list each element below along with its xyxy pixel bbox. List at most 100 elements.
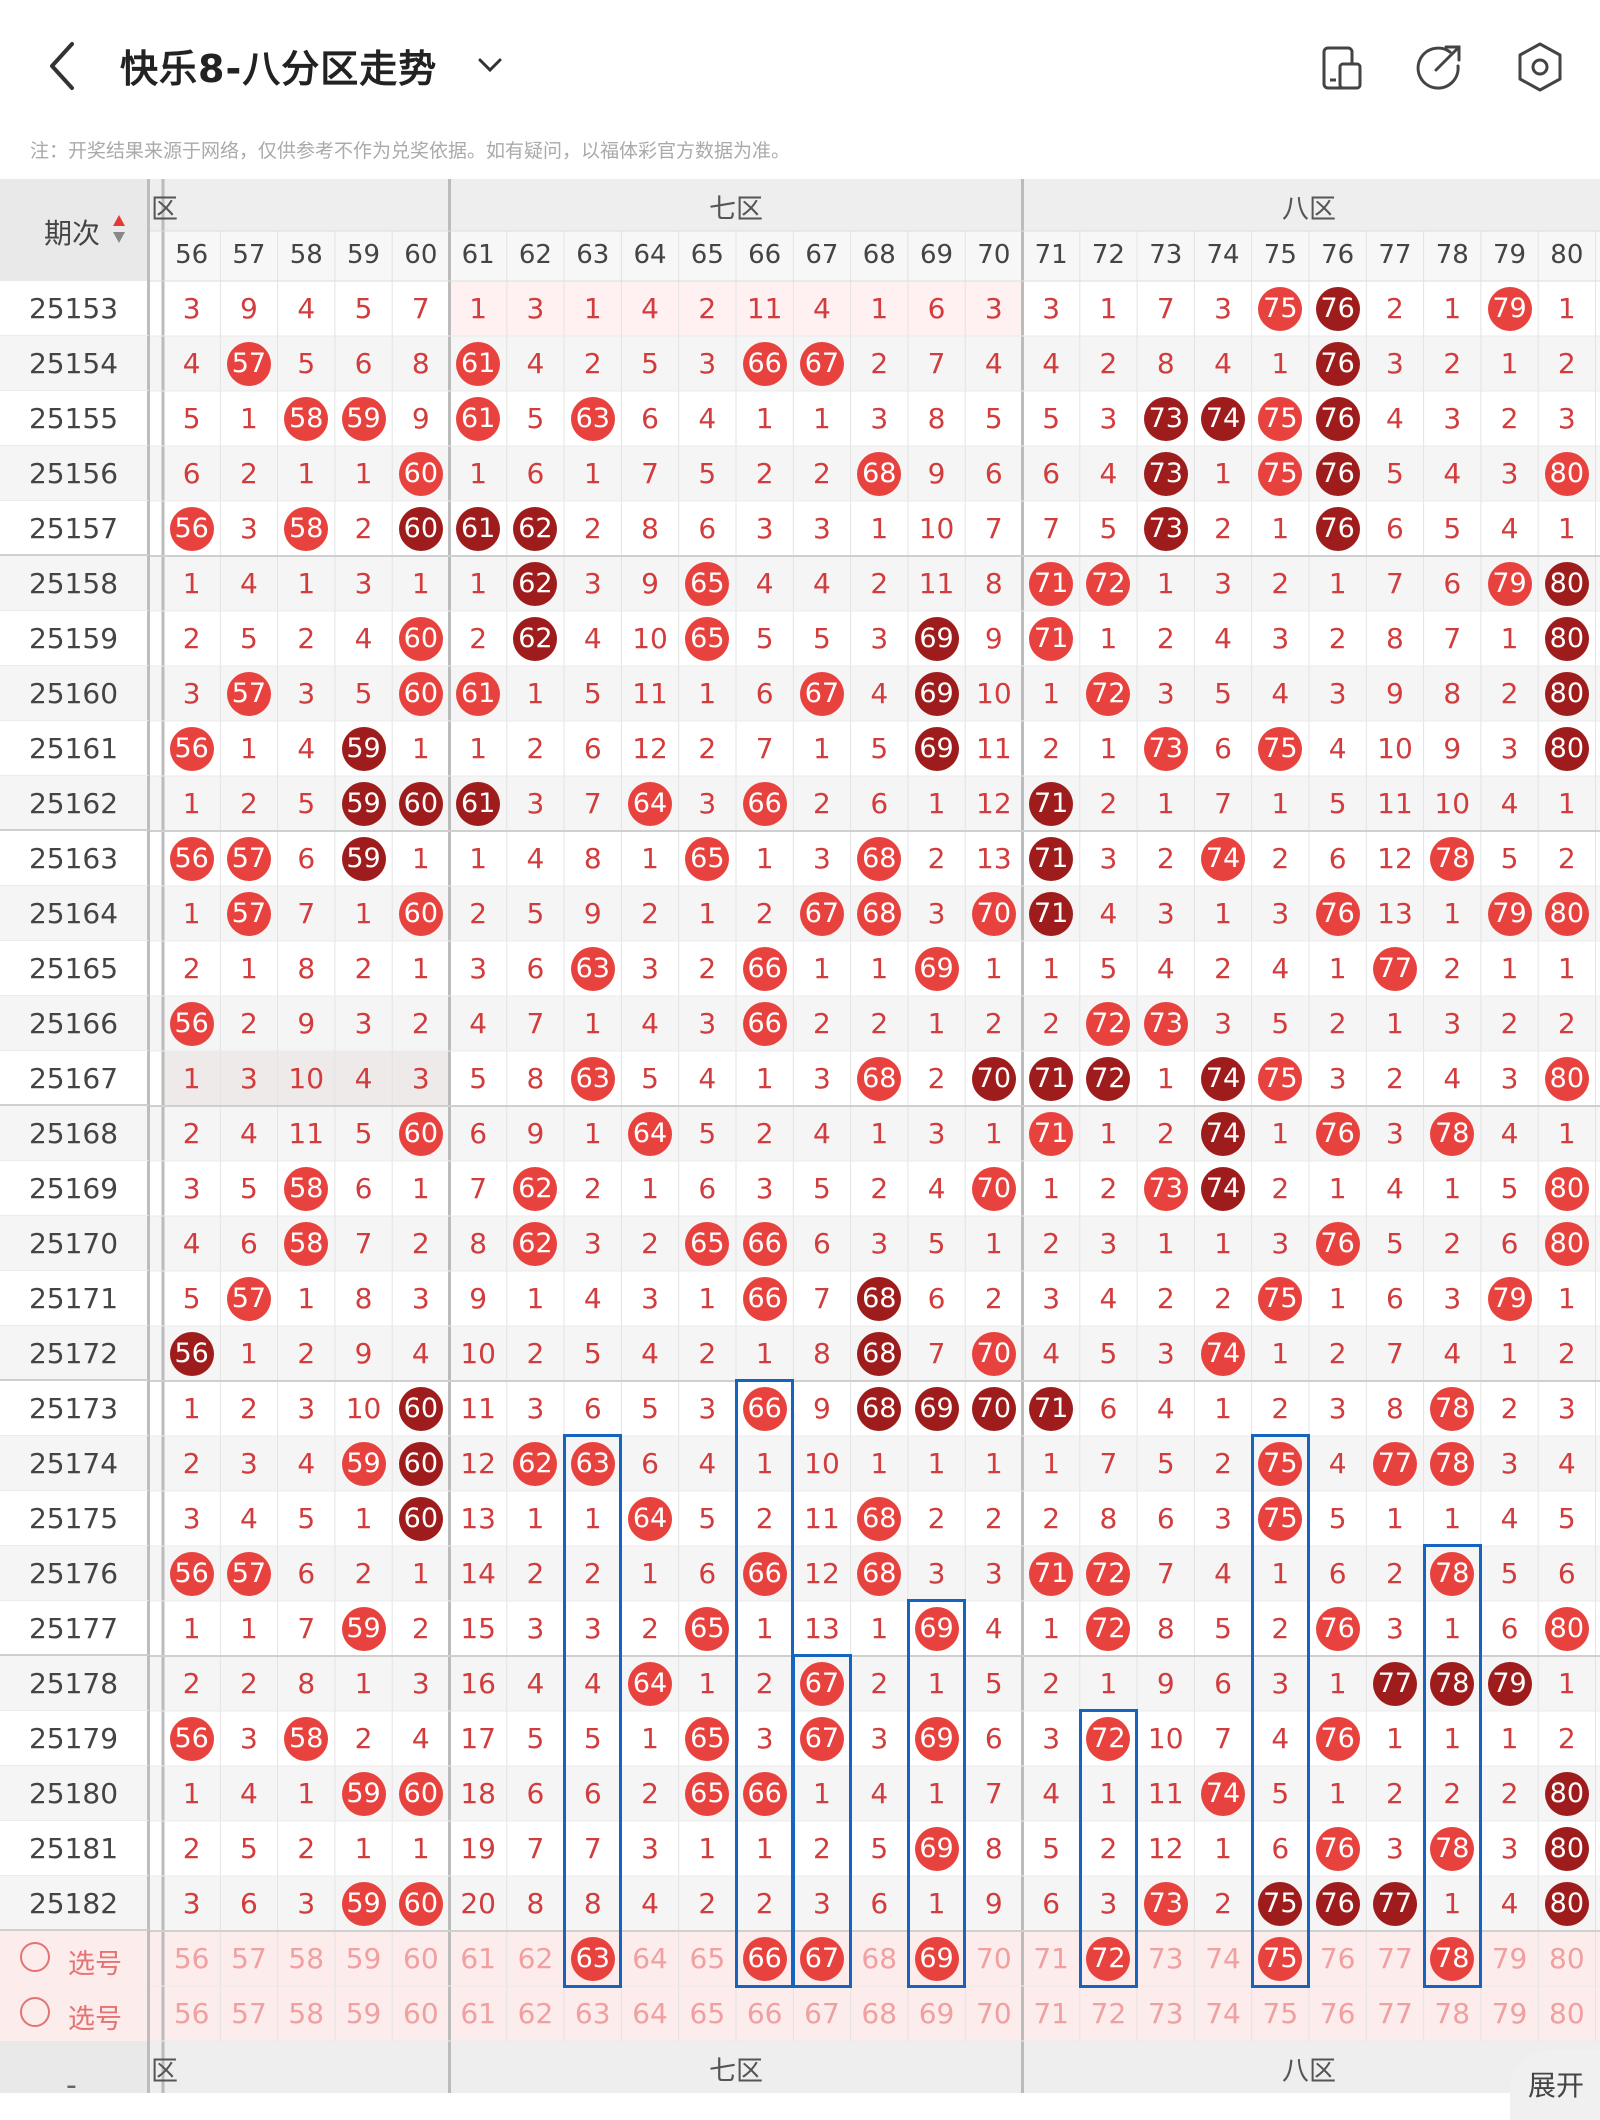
miss-count: 2 [1557,347,1576,380]
select-number[interactable]: 56 [173,1997,210,2030]
back-arrow-icon[interactable] [44,40,80,92]
select-number[interactable]: 80 [1549,1997,1585,2030]
select-ball[interactable]: 67 [799,1936,844,1981]
drawn-number-ball: 68 [857,891,902,936]
select-number[interactable]: 78 [1434,1997,1471,2030]
miss-count: 3 [1328,677,1347,710]
select-number[interactable]: 76 [1319,1997,1356,2030]
select-row-header[interactable]: 选号 [0,1931,150,1986]
select-number[interactable]: 77 [1377,1997,1413,2030]
miss-count: 2 [182,622,201,655]
miss-count: 3 [698,1007,717,1040]
miss-count: 3 [182,1502,201,1535]
miss-count: 6 [469,1117,488,1150]
miss-count: 13 [1377,897,1413,930]
select-number[interactable]: 59 [345,1997,382,2030]
select-number[interactable]: 62 [517,1997,554,2030]
miss-count: 4 [1271,1722,1290,1755]
miss-count: 2 [870,1172,889,1205]
select-ball[interactable]: 63 [570,1936,615,1981]
miss-count: 2 [1328,622,1347,655]
miss-count: 3 [411,1667,430,1700]
select-number[interactable]: 72 [1090,1997,1127,2030]
select-number[interactable]: 60 [403,1942,439,1975]
miss-count: 5 [354,677,373,710]
select-number[interactable]: 73 [1147,1997,1184,2030]
row-bg [0,1326,1600,1381]
page-title[interactable]: 快乐8-八分区走势 [120,47,438,91]
miss-count: 7 [1386,567,1404,600]
select-number[interactable]: 56 [173,1942,210,1975]
miss-count: 3 [927,1557,946,1590]
select-ball[interactable]: 72 [1086,1936,1131,1981]
select-number[interactable]: 79 [1491,1997,1528,2030]
radio-circle-icon[interactable] [20,1942,50,1972]
select-number[interactable]: 62 [517,1942,554,1975]
select-number[interactable]: 69 [918,1997,955,2030]
select-number[interactable]: 71 [1033,1997,1069,2030]
select-number[interactable]: 68 [861,1997,898,2030]
select-ball[interactable]: 75 [1258,1936,1303,1981]
expand-button[interactable]: 展开 [1510,2050,1600,2120]
column-header: 71 [1034,240,1068,270]
miss-count: 1 [1328,1172,1347,1205]
miss-count: 1 [1271,1557,1290,1590]
select-number[interactable]: 79 [1491,1942,1528,1975]
sort-arrows-icon[interactable] [112,214,126,244]
select-ball[interactable]: 69 [914,1936,959,1981]
miss-count: 2 [469,622,488,655]
select-number[interactable]: 58 [288,1997,325,2030]
select-number[interactable]: 66 [746,1997,783,2030]
miss-count: 5 [297,347,316,380]
miss-count: 7 [1443,622,1462,655]
radio-circle-icon[interactable] [20,1997,50,2027]
miss-count: 3 [927,1117,946,1150]
miss-count: 1 [1099,1117,1118,1150]
chevron-down-icon[interactable] [476,55,504,75]
select-number[interactable]: 77 [1377,1942,1413,1975]
miss-count: 3 [182,1887,201,1920]
select-number[interactable]: 61 [460,1997,496,2030]
select-number[interactable]: 58 [288,1942,325,1975]
miss-count: 1 [240,1337,258,1370]
drawn-number-ball: 69 [914,726,959,771]
select-number[interactable]: 61 [460,1942,496,1975]
select-number[interactable]: 60 [403,1997,439,2030]
select-row-header[interactable]: 选号 [0,1986,150,2041]
drawn-number-ball: 56 [169,726,214,771]
miss-count: 1 [583,1007,602,1040]
select-number[interactable]: 65 [689,1997,726,2030]
select-number[interactable]: 64 [632,1942,668,1975]
select-number[interactable]: 67 [804,1997,840,2030]
miss-count: 4 [1443,457,1462,490]
select-number[interactable]: 70 [976,1997,1012,2030]
select-number[interactable]: 75 [1262,1997,1299,2030]
select-number[interactable]: 73 [1147,1942,1184,1975]
select-number[interactable]: 74 [1205,1997,1241,2030]
share-icon[interactable] [1414,42,1464,92]
select-ball[interactable]: 66 [742,1936,787,1981]
select-number[interactable]: 68 [861,1942,898,1975]
select-ball[interactable]: 78 [1430,1936,1475,1981]
drawn-number-ball: 58 [284,1221,329,1266]
drawn-number-ball: 65 [685,1606,730,1651]
select-number[interactable]: 57 [231,1942,267,1975]
select-number[interactable]: 80 [1549,1942,1585,1975]
drawn-number-ball: 78 [1430,1441,1475,1486]
phone-layout-icon[interactable] [1318,44,1366,92]
miss-count: 1 [1099,1667,1118,1700]
drawn-number-ball: 76 [1315,1716,1360,1761]
settings-icon[interactable] [1514,40,1566,94]
miss-count: 1 [583,457,602,490]
select-number[interactable]: 70 [976,1942,1012,1975]
select-number[interactable]: 63 [574,1997,611,2030]
select-number[interactable]: 71 [1033,1942,1069,1975]
period-header[interactable]: 期次 [0,179,150,281]
select-number[interactable]: 65 [689,1942,726,1975]
select-number[interactable]: 59 [345,1942,382,1975]
select-number[interactable]: 74 [1205,1942,1241,1975]
select-number[interactable]: 57 [231,1997,267,2030]
miss-count: 3 [870,1227,889,1260]
select-number[interactable]: 76 [1319,1942,1356,1975]
select-number[interactable]: 64 [632,1997,668,2030]
